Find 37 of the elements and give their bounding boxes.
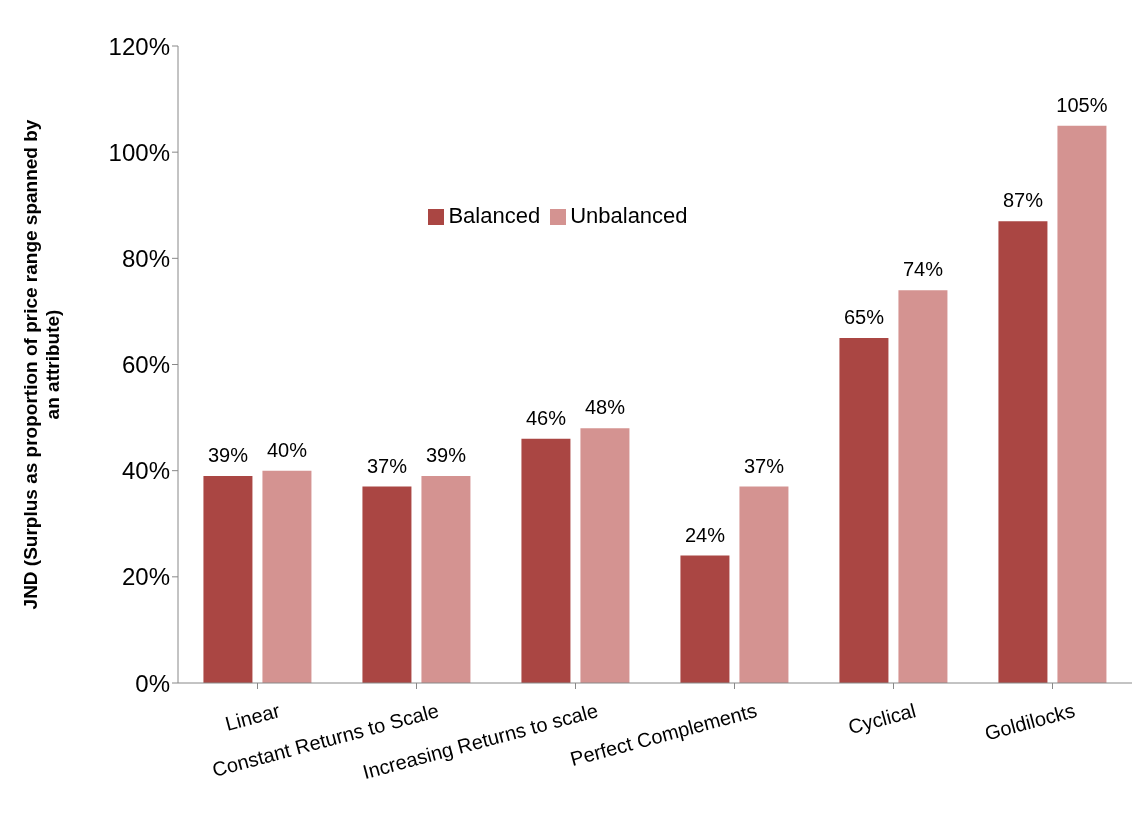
bar xyxy=(262,470,312,683)
bar xyxy=(680,555,730,683)
legend-label: Unbalanced xyxy=(570,203,688,228)
y-tick-label: 40% xyxy=(121,457,170,485)
data-label: 24% xyxy=(684,523,726,546)
y-tick-label: 80% xyxy=(121,244,170,272)
bar xyxy=(421,475,471,683)
data-label: 46% xyxy=(525,406,567,429)
y-tick-label: 0% xyxy=(135,669,170,697)
y-tick-label: 100% xyxy=(108,138,170,166)
data-label: 39% xyxy=(207,443,249,466)
bar xyxy=(898,290,948,683)
bar xyxy=(1057,125,1107,683)
legend-label: Balanced xyxy=(448,203,541,228)
bar xyxy=(203,475,253,683)
bar xyxy=(839,337,889,683)
bar xyxy=(521,438,571,683)
y-tick-label: 120% xyxy=(108,32,170,60)
x-tick-label: Goldilocks xyxy=(982,699,1078,745)
y-tick-label: 60% xyxy=(121,351,170,379)
data-label: 48% xyxy=(584,396,626,419)
bar xyxy=(998,221,1048,683)
y-tick-label: 20% xyxy=(121,563,170,591)
data-label: 37% xyxy=(366,454,408,477)
data-label: 74% xyxy=(902,258,944,281)
bar xyxy=(739,486,789,683)
data-label: 37% xyxy=(743,454,785,477)
data-label: 65% xyxy=(843,305,885,328)
x-tick-label: Cyclical xyxy=(845,699,919,739)
x-tick-label: Linear xyxy=(222,699,283,735)
data-label: 39% xyxy=(425,443,467,466)
data-label: 87% xyxy=(1002,189,1044,212)
bar xyxy=(580,428,630,683)
bar xyxy=(362,486,412,683)
y-axis-title: JND (Surplus as proportion of price range spanned by an attribute) xyxy=(20,119,63,610)
data-label: 105% xyxy=(1056,93,1108,116)
data-label: 40% xyxy=(266,438,308,461)
